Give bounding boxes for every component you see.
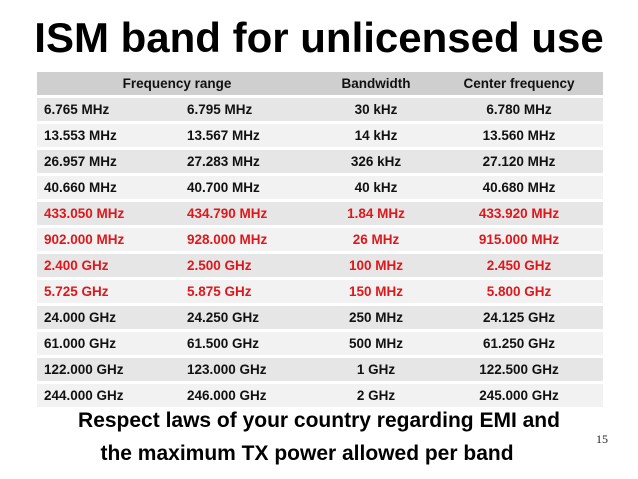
cell-frequency-high: 2.500 GHz [184,254,317,277]
table-body: 6.765 MHz 6.795 MHz 30 kHz 6.780 MHz 13.553 … [37,98,603,407]
cell-bandwidth: 326 kHz [317,150,435,173]
table-row: 902.000 MHz 928.000 MHz 26 MHz 915.000 MHz [37,228,603,251]
cell-center-frequency: 24.125 GHz [435,306,603,329]
cell-frequency-low: 13.553 MHz [37,124,184,147]
slide-title: ISM band for unlicensed use [34,14,604,61]
cell-frequency-low: 5.725 GHz [37,280,184,303]
table-row: 2.400 GHz 2.500 GHz 100 MHz 2.450 GHz [37,254,603,277]
cell-frequency-high: 928.000 MHz [184,228,317,251]
cell-frequency-low: 902.000 MHz [37,228,184,251]
cell-frequency-high: 61.500 GHz [184,332,317,355]
table-row: 5.725 GHz 5.875 GHz 150 MHz 5.800 GHz [37,280,603,303]
cell-bandwidth: 150 MHz [317,280,435,303]
footnote-line-2: the maximum TX power allowed per band [100,442,514,465]
table-row: 6.765 MHz 6.795 MHz 30 kHz 6.780 MHz [37,98,603,121]
cell-frequency-low: 2.400 GHz [37,254,184,277]
cell-center-frequency: 61.250 GHz [435,332,603,355]
cell-bandwidth: 30 kHz [317,98,435,121]
cell-bandwidth: 14 kHz [317,124,435,147]
cell-center-frequency: 40.680 MHz [435,176,603,199]
cell-bandwidth: 40 kHz [317,176,435,199]
cell-bandwidth: 1.84 MHz [317,202,435,225]
ism-band-table: Frequency range Bandwidth Center frequen… [37,69,603,410]
cell-frequency-low: 6.765 MHz [37,98,184,121]
cell-frequency-high: 40.700 MHz [184,176,317,199]
table-row: 244.000 GHz 246.000 GHz 2 GHz 245.000 GHz [37,384,603,407]
cell-frequency-low: 24.000 GHz [37,306,184,329]
table-row: 13.553 MHz 13.567 MHz 14 kHz 13.560 MHz [37,124,603,147]
cell-center-frequency: 13.560 MHz [435,124,603,147]
cell-frequency-high: 13.567 MHz [184,124,317,147]
footnote: Respect laws of your country regarding E… [0,404,638,470]
cell-frequency-high: 6.795 MHz [184,98,317,121]
cell-center-frequency: 122.500 GHz [435,358,603,381]
cell-bandwidth: 1 GHz [317,358,435,381]
cell-frequency-low: 122.000 GHz [37,358,184,381]
cell-frequency-low: 40.660 MHz [37,176,184,199]
table-row: 24.000 GHz 24.250 GHz 250 MHz 24.125 GHz [37,306,603,329]
cell-frequency-low: 433.050 MHz [37,202,184,225]
footnote-line-1: Respect laws of your country regarding E… [78,409,560,432]
cell-frequency-high: 24.250 GHz [184,306,317,329]
cell-center-frequency: 6.780 MHz [435,98,603,121]
cell-center-frequency: 245.000 GHz [435,384,603,407]
table-row: 40.660 MHz 40.700 MHz 40 kHz 40.680 MHz [37,176,603,199]
table-row: 61.000 GHz 61.500 GHz 500 MHz 61.250 GHz [37,332,603,355]
cell-frequency-low: 61.000 GHz [37,332,184,355]
cell-frequency-high: 123.000 GHz [184,358,317,381]
cell-bandwidth: 2 GHz [317,384,435,407]
cell-center-frequency: 915.000 MHz [435,228,603,251]
table-row: 122.000 GHz 123.000 GHz 1 GHz 122.500 GHz [37,358,603,381]
table-header-row: Frequency range Bandwidth Center frequen… [37,72,603,95]
cell-frequency-high: 246.000 GHz [184,384,317,407]
cell-bandwidth: 100 MHz [317,254,435,277]
cell-center-frequency: 433.920 MHz [435,202,603,225]
table-row: 433.050 MHz 434.790 MHz 1.84 MHz 433.920 MH… [37,202,603,225]
cell-frequency-low: 244.000 GHz [37,384,184,407]
cell-center-frequency: 5.800 GHz [435,280,603,303]
cell-bandwidth: 500 MHz [317,332,435,355]
cell-bandwidth: 26 MHz [317,228,435,251]
page-number: 15 [596,432,608,446]
header-bandwidth: Bandwidth [317,72,435,95]
cell-frequency-low: 26.957 MHz [37,150,184,173]
table-row: 26.957 MHz 27.283 MHz 326 kHz 27.120 MHz [37,150,603,173]
cell-frequency-high: 27.283 MHz [184,150,317,173]
header-center-frequency: Center frequency [435,72,603,95]
cell-frequency-high: 434.790 MHz [184,202,317,225]
cell-bandwidth: 250 MHz [317,306,435,329]
cell-center-frequency: 2.450 GHz [435,254,603,277]
cell-frequency-high: 5.875 GHz [184,280,317,303]
cell-center-frequency: 27.120 MHz [435,150,603,173]
header-frequency-range: Frequency range [37,72,317,95]
